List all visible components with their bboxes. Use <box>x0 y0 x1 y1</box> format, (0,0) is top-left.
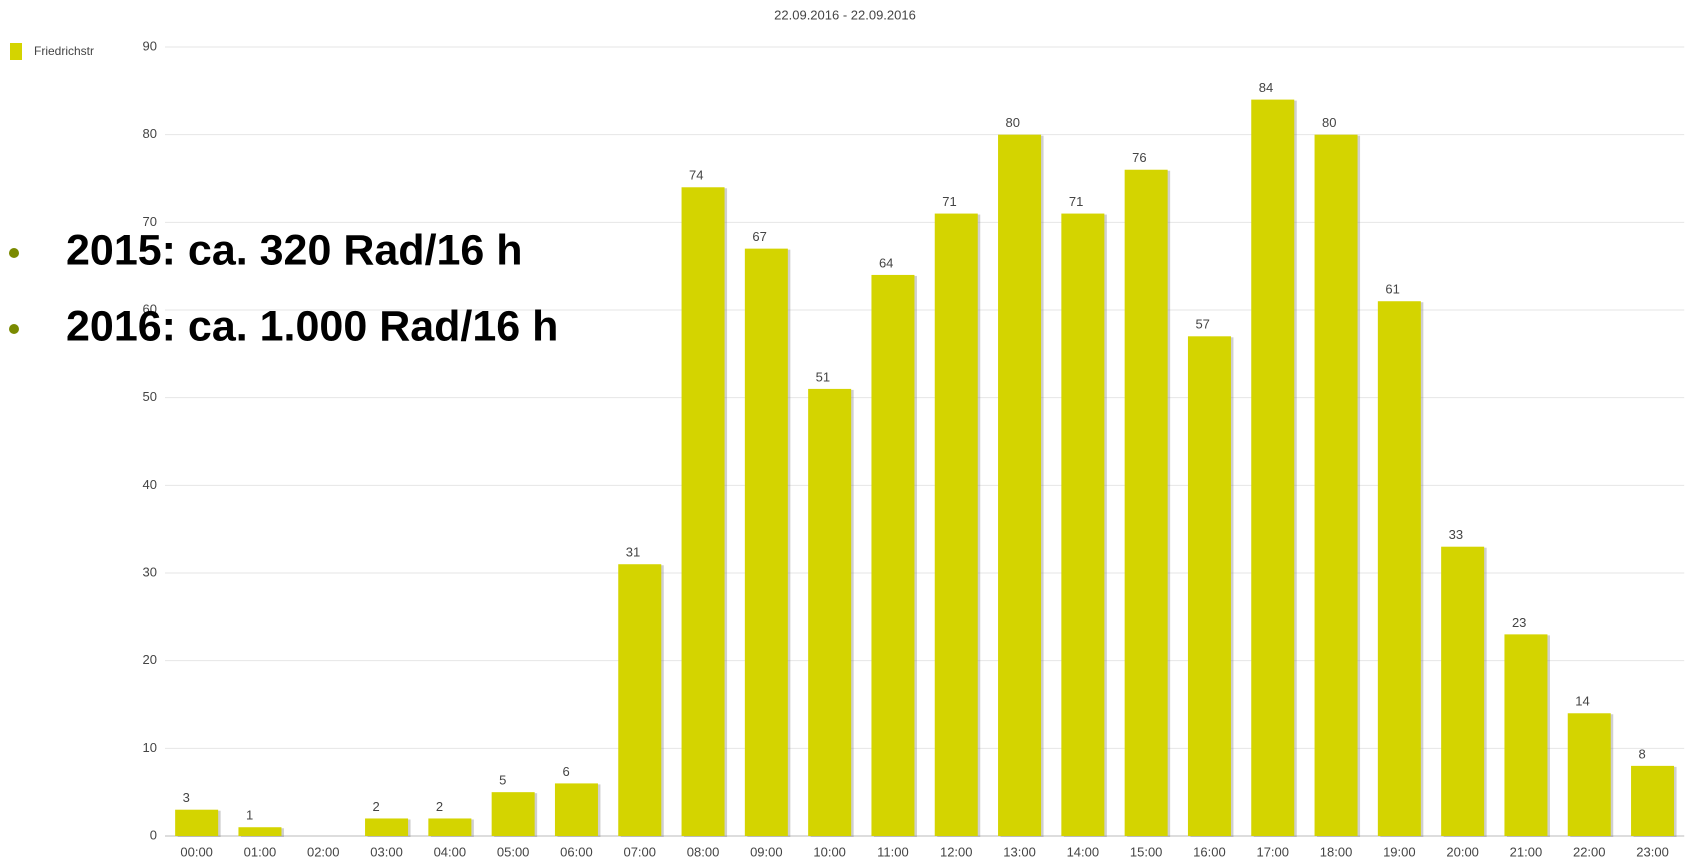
bar <box>555 783 598 836</box>
data-label: 80 <box>1322 115 1336 130</box>
bar <box>1631 766 1674 836</box>
data-label: 80 <box>1006 115 1020 130</box>
y-tick-label: 90 <box>143 38 157 53</box>
y-tick-label: 30 <box>143 564 157 579</box>
bar <box>492 792 535 836</box>
x-tick-label: 08:00 <box>687 844 720 859</box>
x-tick-label: 13:00 <box>1003 844 1036 859</box>
x-tick-label: 01:00 <box>244 844 277 859</box>
x-tick-label: 16:00 <box>1193 844 1226 859</box>
x-tick-label: 18:00 <box>1320 844 1353 859</box>
bar <box>1441 547 1484 836</box>
x-tick-label: 12:00 <box>940 844 973 859</box>
data-label: 31 <box>626 545 640 560</box>
x-tick-label: 06:00 <box>560 844 593 859</box>
bullet <box>9 324 19 334</box>
bar <box>998 135 1041 836</box>
y-tick-label: 20 <box>143 652 157 667</box>
chart-title: 22.09.2016 - 22.09.2016 <box>774 7 916 22</box>
data-label: 14 <box>1575 694 1589 709</box>
y-tick-label: 50 <box>143 389 157 404</box>
y-tick-label: 0 <box>150 827 157 842</box>
data-label: 1 <box>246 808 253 823</box>
bar <box>618 564 661 836</box>
bar <box>365 818 408 836</box>
x-tick-label: 00:00 <box>180 844 213 859</box>
bar <box>1251 100 1294 836</box>
x-tick-label: 22:00 <box>1573 844 1606 859</box>
x-tick-label: 11:00 <box>877 844 909 859</box>
data-label: 84 <box>1259 80 1273 95</box>
data-label: 6 <box>562 764 569 779</box>
data-label: 8 <box>1639 746 1646 761</box>
data-label: 71 <box>942 194 956 209</box>
y-tick-label: 10 <box>143 740 157 755</box>
legend-label: Friedrichstr <box>34 44 94 58</box>
data-label: 51 <box>816 369 830 384</box>
data-label: 67 <box>752 229 766 244</box>
bar <box>871 275 914 836</box>
data-label: 2 <box>373 799 380 814</box>
x-tick-label: 10:00 <box>813 844 846 859</box>
bar <box>1188 336 1231 836</box>
data-label: 23 <box>1512 615 1526 630</box>
x-tick-label: 04:00 <box>434 844 467 859</box>
bar <box>428 818 471 836</box>
bar <box>1061 214 1104 836</box>
data-label: 5 <box>499 773 506 788</box>
y-tick-label: 80 <box>143 126 157 141</box>
x-tick-label: 03:00 <box>370 844 403 859</box>
x-tick-label: 15:00 <box>1130 844 1163 859</box>
bar <box>682 187 725 836</box>
x-tick-label: 19:00 <box>1383 844 1416 859</box>
x-tick-label: 17:00 <box>1256 844 1289 859</box>
data-label: 71 <box>1069 194 1083 209</box>
data-label: 33 <box>1449 527 1463 542</box>
x-tick-label: 20:00 <box>1446 844 1479 859</box>
annotation: 2015: ca. 320 Rad/16 h <box>66 226 523 274</box>
x-tick-label: 21:00 <box>1510 844 1543 859</box>
annotation: 2016: ca. 1.000 Rad/16 h <box>66 302 558 350</box>
bar <box>1125 170 1168 836</box>
bar <box>1378 301 1421 836</box>
x-tick-label: 05:00 <box>497 844 530 859</box>
data-label: 74 <box>689 168 703 183</box>
x-tick-label: 09:00 <box>750 844 783 859</box>
data-label: 76 <box>1132 150 1146 165</box>
bar <box>1504 634 1547 836</box>
bar <box>238 827 281 836</box>
y-tick-label: 40 <box>143 477 157 492</box>
data-label: 3 <box>183 790 190 805</box>
bar <box>1315 135 1358 836</box>
data-label: 2 <box>436 799 443 814</box>
bar <box>175 810 218 836</box>
x-tick-label: 02:00 <box>307 844 340 859</box>
bullet <box>9 248 19 258</box>
chart: 22.09.2016 - 22.09.2016 Friedrichstr 010… <box>0 0 1690 864</box>
data-label: 57 <box>1195 317 1209 332</box>
legend-swatch <box>10 43 22 60</box>
data-label: 64 <box>879 255 893 270</box>
bar <box>1568 713 1611 836</box>
bar <box>745 249 788 836</box>
x-tick-label: 23:00 <box>1636 844 1669 859</box>
x-tick-label: 14:00 <box>1067 844 1100 859</box>
bar <box>808 389 851 836</box>
bar <box>935 214 978 836</box>
x-tick-label: 07:00 <box>623 844 656 859</box>
data-label: 61 <box>1385 282 1399 297</box>
